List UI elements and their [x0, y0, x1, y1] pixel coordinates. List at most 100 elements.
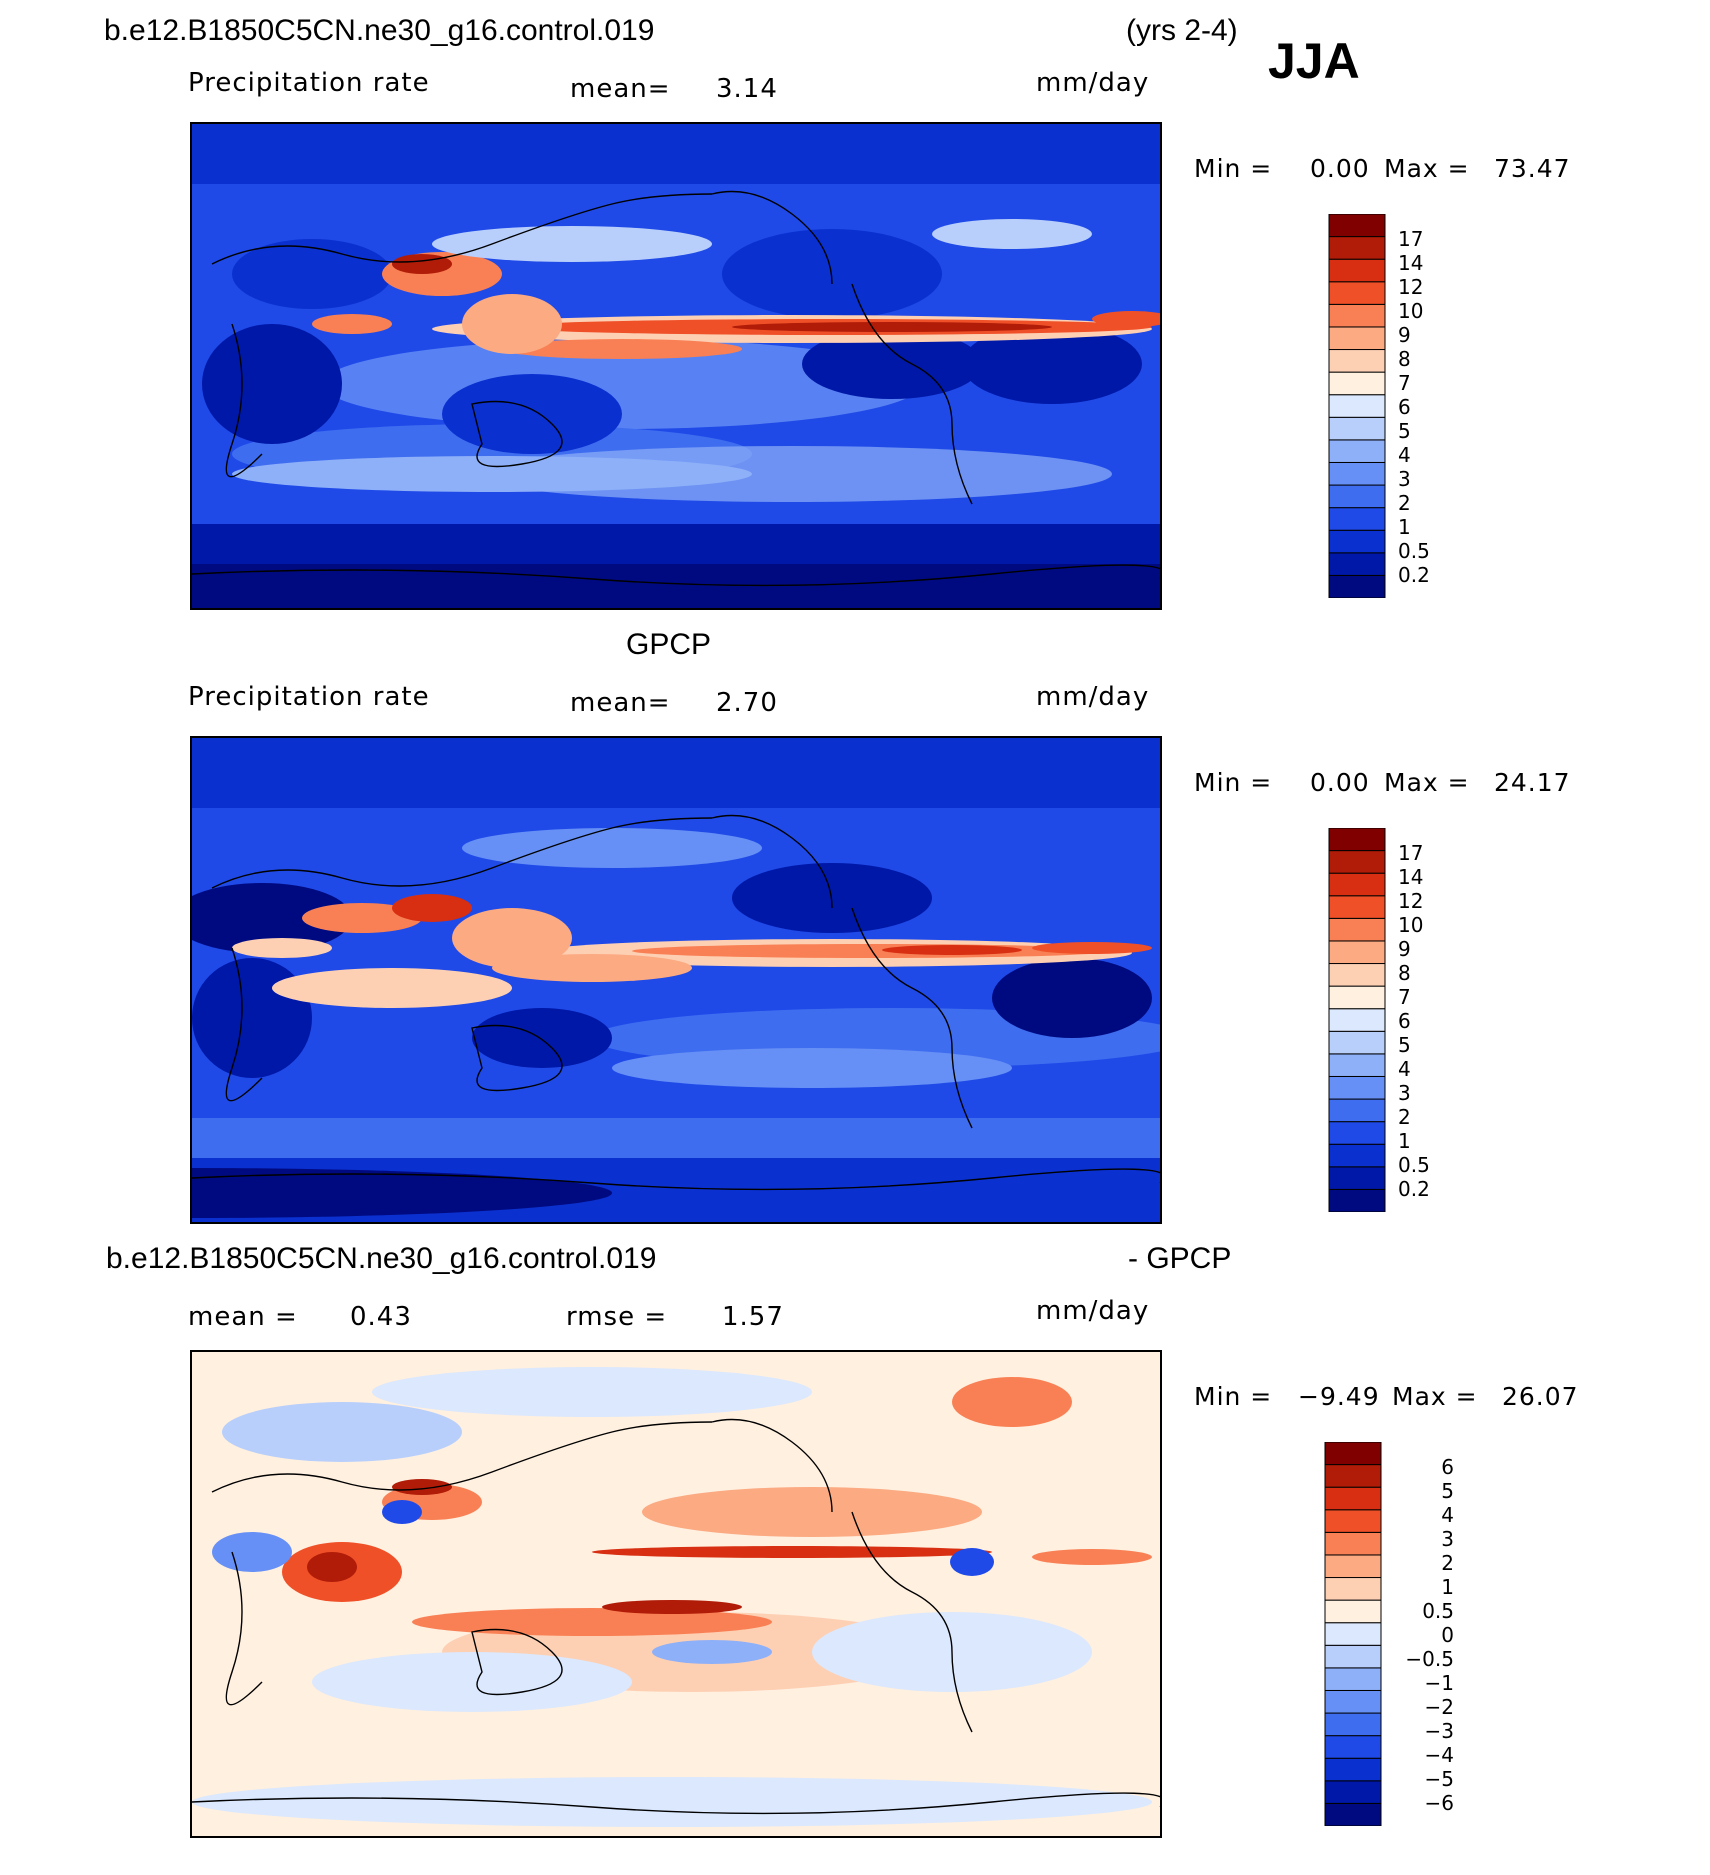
- colorbar-tick: −1: [1424, 1671, 1454, 1695]
- colorbar-segment: [1328, 963, 1386, 987]
- colorbar-tick: 6: [1398, 395, 1411, 419]
- colorbar-tick: 4: [1398, 1057, 1411, 1081]
- panel-obs-variable: Precipitation rate: [188, 682, 430, 712]
- colorbar-obs-svg: [1328, 827, 1386, 1213]
- colorbar-tick: 1: [1398, 1129, 1411, 1153]
- colorbar-segment: [1328, 236, 1386, 260]
- panel-model-map: [190, 122, 1162, 610]
- colorbar-tick: 5: [1398, 1033, 1411, 1057]
- colorbar-segment: [1324, 1441, 1382, 1466]
- panel-diff-map: [190, 1350, 1162, 1838]
- colorbar-segment: [1324, 1644, 1382, 1669]
- colorbar-diff-svg: [1324, 1441, 1382, 1827]
- colorbar-segment: [1328, 1143, 1386, 1168]
- colorbar-tick: 2: [1398, 491, 1411, 515]
- colorbar-tick: −6: [1424, 1791, 1454, 1815]
- colorbar-segment: [1324, 1667, 1382, 1691]
- colorbar-segment: [1328, 1075, 1386, 1100]
- colorbar-tick: 5: [1441, 1479, 1454, 1503]
- colorbar-segment: [1328, 1030, 1386, 1055]
- colorbar-segment: [1328, 461, 1386, 486]
- colorbar-tick: 8: [1398, 347, 1411, 371]
- colorbar-tick: 6: [1441, 1455, 1454, 1479]
- colorbar-tick: 12: [1398, 889, 1424, 913]
- panel-diff-mean-value: 0.43: [350, 1302, 412, 1332]
- colorbar-model-svg: [1328, 213, 1386, 599]
- panel-obs-max-label: Max =: [1384, 768, 1470, 797]
- colorbar-tick: −0.5: [1405, 1647, 1454, 1671]
- colorbar-segment: [1324, 1802, 1382, 1827]
- colorbar-tick: 3: [1398, 1081, 1411, 1105]
- colorbar-tick: 4: [1398, 443, 1411, 467]
- colorbar-tick: 9: [1398, 323, 1411, 347]
- panel-obs-map: [190, 736, 1162, 1224]
- colorbar-tick: 3: [1398, 467, 1411, 491]
- colorbar-tick: 17: [1398, 841, 1424, 865]
- years-label: (yrs 2-4): [1126, 14, 1238, 47]
- colorbar-segment: [1324, 1486, 1382, 1511]
- panel-diff-max-value: 26.07: [1502, 1382, 1579, 1411]
- colorbar-tick: 10: [1398, 299, 1424, 323]
- colorbar-segment: [1328, 258, 1386, 283]
- colorbar-segment: [1328, 940, 1386, 965]
- panel-obs-colorbar-ticks: 17 14 12 10 9 8 7 6 5 4 3 2 1 0.5 0.2: [1398, 828, 1478, 1212]
- colorbar-segment: [1328, 1188, 1386, 1213]
- colorbar-tick: 12: [1398, 275, 1424, 299]
- panel-model-min-value: 0.00: [1310, 154, 1370, 183]
- colorbar-tick: 3: [1441, 1527, 1454, 1551]
- colorbar-tick: 14: [1398, 865, 1424, 889]
- map-diff-svg: [192, 1352, 1160, 1836]
- panel-obs-colorbar: [1328, 827, 1386, 1213]
- panel-diff-units: mm/day: [1036, 1296, 1150, 1326]
- colorbar-segment: [1328, 827, 1386, 852]
- panel-diff-heading-left: b.e12.B1850C5CN.ne30_g16.control.019: [106, 1242, 657, 1275]
- colorbar-segment: [1324, 1622, 1382, 1646]
- colorbar-tick: −5: [1424, 1767, 1454, 1791]
- map-model-svg: [192, 124, 1160, 608]
- colorbar-tick: −2: [1424, 1695, 1454, 1719]
- colorbar-tick: 14: [1398, 251, 1424, 275]
- colorbar-tick: 0.2: [1398, 563, 1430, 587]
- colorbar-tick: 1: [1398, 515, 1411, 539]
- colorbar-segment: [1328, 416, 1386, 441]
- colorbar-segment: [1328, 895, 1386, 919]
- colorbar-segment: [1324, 1712, 1382, 1737]
- colorbar-tick: 2: [1398, 1105, 1411, 1129]
- colorbar-tick: 7: [1398, 985, 1411, 1009]
- colorbar-segment: [1328, 303, 1386, 328]
- panel-obs-mean-value: 2.70: [716, 688, 778, 718]
- colorbar-segment: [1324, 1735, 1382, 1759]
- panel-obs-max-value: 24.17: [1494, 768, 1571, 797]
- colorbar-segment: [1328, 281, 1386, 305]
- panel-diff-min-value: −9.49: [1298, 1382, 1380, 1411]
- panel-diff-mean-label: mean =: [188, 1302, 298, 1332]
- panel-model-max-value: 73.47: [1494, 154, 1571, 183]
- colorbar-segment: [1324, 1554, 1382, 1579]
- colorbar-segment: [1324, 1464, 1382, 1488]
- colorbar-segment: [1328, 507, 1386, 531]
- panel-diff-max-label: Max =: [1392, 1382, 1478, 1411]
- season-label: JJA: [1268, 33, 1360, 89]
- panel-model-colorbar: [1328, 213, 1386, 599]
- colorbar-segment: [1328, 439, 1386, 463]
- panel-model-min-label: Min =: [1194, 154, 1273, 183]
- colorbar-segment: [1328, 529, 1386, 554]
- colorbar-tick: 10: [1398, 913, 1424, 937]
- colorbar-segment: [1324, 1757, 1382, 1782]
- panel-obs-min-value: 0.00: [1310, 768, 1370, 797]
- colorbar-segment: [1328, 326, 1386, 351]
- colorbar-tick: 9: [1398, 937, 1411, 961]
- colorbar-segment: [1328, 985, 1386, 1010]
- colorbar-tick: −3: [1424, 1719, 1454, 1743]
- panel-obs-heading: GPCP: [626, 628, 712, 661]
- colorbar-segment: [1328, 349, 1386, 373]
- colorbar-segment: [1328, 394, 1386, 418]
- panel-diff-heading-right: - GPCP: [1128, 1242, 1232, 1275]
- panel-diff-colorbar-ticks: 6 5 4 3 2 1 0.5 0 −0.5 −1 −2 −3 −4 −5 −6: [1384, 1442, 1474, 1826]
- panel-diff-colorbar: [1324, 1441, 1382, 1827]
- case-title: b.e12.B1850C5CN.ne30_g16.control.019: [104, 14, 655, 47]
- panel-obs-units: mm/day: [1036, 682, 1150, 712]
- colorbar-segment: [1324, 1599, 1382, 1624]
- panel-model-variable: Precipitation rate: [188, 68, 430, 98]
- colorbar-segment: [1328, 574, 1386, 599]
